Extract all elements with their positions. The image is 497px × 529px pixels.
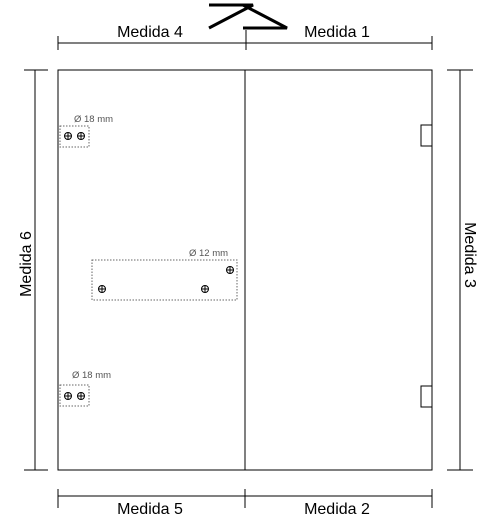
hole-top-1 [64, 132, 72, 140]
hole-label-middle: Ø 12 mm [189, 248, 228, 259]
hole-middle-1 [226, 266, 234, 274]
hole-label-bottom: Ø 18 mm [72, 370, 111, 381]
hole-label-top: Ø 18 mm [74, 114, 113, 125]
hole-group-middle-box [91, 259, 238, 301]
bottom-dimension-line [57, 489, 433, 508]
hole-group-bottom-box [59, 384, 90, 407]
hole-top-2 [77, 132, 85, 140]
double-door-symbol [208, 3, 288, 30]
top-dimension-line [57, 36, 433, 50]
hole-bottom-2 [77, 392, 85, 400]
hole-bottom-1 [64, 392, 72, 400]
hinge-top [420, 124, 433, 147]
measure-top-left: Medida 4 [117, 24, 183, 41]
hinge-bottom [420, 385, 433, 408]
left-dimension-line [24, 69, 48, 471]
measure-bottom-left: Medida 5 [117, 501, 183, 518]
right-dimension-line [447, 69, 473, 471]
hole-middle-3 [201, 285, 209, 293]
hole-middle-2 [98, 285, 106, 293]
measure-right: Medida 3 [461, 222, 478, 288]
measure-left: Medida 6 [18, 231, 35, 297]
measure-top-right: Medida 1 [304, 24, 370, 41]
hole-group-top-box [59, 125, 90, 148]
measure-bottom-right: Medida 2 [304, 501, 370, 518]
